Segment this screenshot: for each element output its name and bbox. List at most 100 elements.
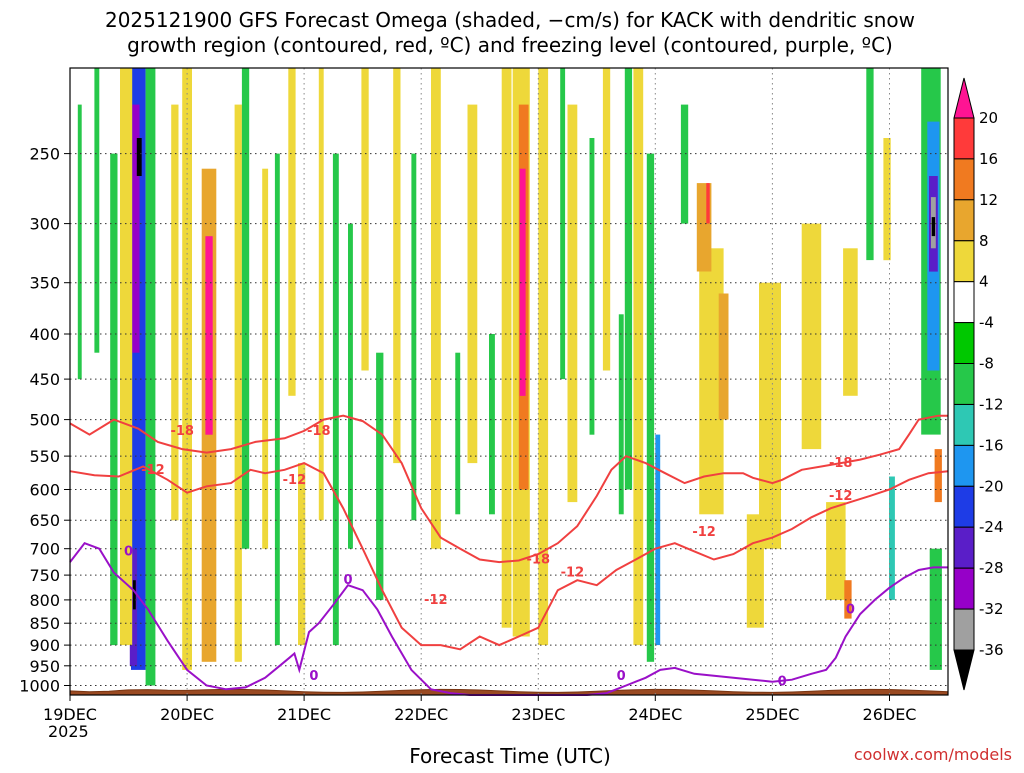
omega-cell-39 xyxy=(602,68,611,371)
omega-cell-44 xyxy=(624,68,633,490)
colorbar-label-3: 8 xyxy=(979,232,989,250)
omega-cell-14 xyxy=(234,104,242,662)
omega-cell-6 xyxy=(110,153,118,646)
dgz-contour--12-label-0: -12 xyxy=(141,463,165,478)
omega-cell-13 xyxy=(205,236,213,435)
y-tick-label-700: 700 xyxy=(29,540,60,559)
dgz-contour--18-label-0: -18 xyxy=(170,424,194,439)
colorbar-label-4: 4 xyxy=(979,273,989,291)
colorbar-box-4 xyxy=(953,281,975,324)
omega-cell-50 xyxy=(759,282,781,549)
colorbar-label-6: -8 xyxy=(979,355,994,373)
y-tick-label-800: 800 xyxy=(29,591,60,610)
dgz-contour--12-label-1: -12 xyxy=(283,473,307,488)
x-tick-label-26DEC: 26DEC xyxy=(863,705,917,724)
colorbar-box-1 xyxy=(953,158,975,201)
omega-cell-34 xyxy=(519,168,526,396)
colorbar-label-8: -16 xyxy=(979,436,1004,454)
y-tick-label-300: 300 xyxy=(29,215,60,234)
omega-cell-29 xyxy=(467,104,478,464)
colorbar-box-8 xyxy=(953,444,975,487)
x-tick-label-24DEC: 24DEC xyxy=(628,705,682,724)
omega-cell-27 xyxy=(431,68,441,549)
x-tick-label-20DEC: 20DEC xyxy=(160,705,214,724)
omega-cell-22 xyxy=(348,223,353,549)
dgz-contour--12-line xyxy=(69,462,949,651)
omega-cell-54 xyxy=(843,248,858,396)
dgz-contour--18-label-3: -18 xyxy=(829,456,853,471)
y-tick-label-350: 350 xyxy=(29,274,60,293)
omega-cell-53 xyxy=(826,502,846,600)
omega-cell-20 xyxy=(318,68,324,521)
omega-cell-10 xyxy=(171,104,179,521)
omega-cell-37 xyxy=(567,104,578,503)
omega-cell-45 xyxy=(680,104,689,224)
y-tick-label-400: 400 xyxy=(29,325,60,344)
colorbar-box-0 xyxy=(953,117,975,160)
y-tick-label-550: 550 xyxy=(29,447,60,466)
omega-cell-8 xyxy=(77,104,82,380)
x-axis-ticks: 19DEC 20DEC 21DEC 22DEC 23DEC 24DEC 25DEC 26DEC xyxy=(43,695,916,724)
omega-cell-4 xyxy=(132,580,136,610)
omega-cell-64 xyxy=(934,449,942,503)
omega-cell-15 xyxy=(241,68,250,549)
omega-cell-48 xyxy=(718,293,729,420)
omega-cell-49 xyxy=(706,183,710,224)
omega-cell-7 xyxy=(94,68,100,353)
y-tick-label-250: 250 xyxy=(29,145,60,164)
dgz-contour--18-label-1: -18 xyxy=(307,424,331,439)
x-axis-start-year: 2025 xyxy=(48,722,89,741)
freezing-contour-0-label-2: 0 xyxy=(343,573,352,588)
dgz-contour--12-label-3: -12 xyxy=(561,566,585,581)
y-tick-label-600: 600 xyxy=(29,481,60,500)
colorbar-box-7 xyxy=(953,404,975,446)
y-tick-label-750: 750 xyxy=(29,566,60,585)
omega-cell-63 xyxy=(931,217,936,237)
x-tick-label-25DEC: 25DEC xyxy=(745,705,799,724)
colorbar-box-10 xyxy=(953,526,975,569)
omega-cell-28 xyxy=(455,352,461,515)
x-tick-label-19DEC: 19DEC xyxy=(43,705,97,724)
terrain-band xyxy=(69,688,949,696)
y-tick-label-850: 850 xyxy=(29,614,60,633)
chart-title-line-2: growth region (contoured, red, ºC) and f… xyxy=(127,33,893,57)
colorbar-box-12 xyxy=(953,608,975,651)
colorbar-label-2: 12 xyxy=(979,191,998,209)
colorbar-box-6 xyxy=(953,363,975,405)
colorbar-label-9: -20 xyxy=(979,477,1004,495)
omega-cell-38 xyxy=(589,138,595,435)
omega-cell-19 xyxy=(298,463,306,646)
omega-cell-25 xyxy=(393,68,401,464)
y-tick-label-950: 950 xyxy=(29,657,60,676)
colorbar-label-5: -4 xyxy=(979,314,994,332)
y-tick-label-500: 500 xyxy=(29,411,60,430)
colorbar-bottom-triangle xyxy=(953,649,975,691)
y-tick-label-1000: 1000 xyxy=(19,677,60,696)
omega-cell-58 xyxy=(889,476,895,600)
terrain-layer xyxy=(69,688,949,696)
omega-cell-65 xyxy=(929,548,942,670)
omega-cell-52 xyxy=(801,223,822,450)
grid-lines xyxy=(70,68,948,695)
omega-cell-16 xyxy=(262,168,269,549)
x-tick-label-22DEC: 22DEC xyxy=(394,705,448,724)
colorbar-label-7: -12 xyxy=(979,396,1004,414)
omega-cell-41 xyxy=(633,68,644,646)
omega-cell-30 xyxy=(489,334,495,515)
colorbar-label-10: -24 xyxy=(979,518,1004,536)
y-tick-label-650: 650 xyxy=(29,511,60,530)
omega-cell-57 xyxy=(883,138,891,261)
omega-cell-51 xyxy=(746,514,764,628)
omega-cell-2 xyxy=(136,138,142,176)
colorbar-box-11 xyxy=(953,567,975,610)
colorbar-box-2 xyxy=(953,199,975,242)
omega-cell-55 xyxy=(844,580,852,619)
omega-cell-23 xyxy=(361,68,369,371)
x-tick-label-21DEC: 21DEC xyxy=(277,705,331,724)
y-tick-label-450: 450 xyxy=(29,370,60,389)
omega-cell-35 xyxy=(538,68,549,646)
credit-text: coolwx.com/models xyxy=(854,745,1012,764)
plot-frame xyxy=(69,67,949,696)
dgz-contour--12-label-4: -12 xyxy=(692,525,716,540)
